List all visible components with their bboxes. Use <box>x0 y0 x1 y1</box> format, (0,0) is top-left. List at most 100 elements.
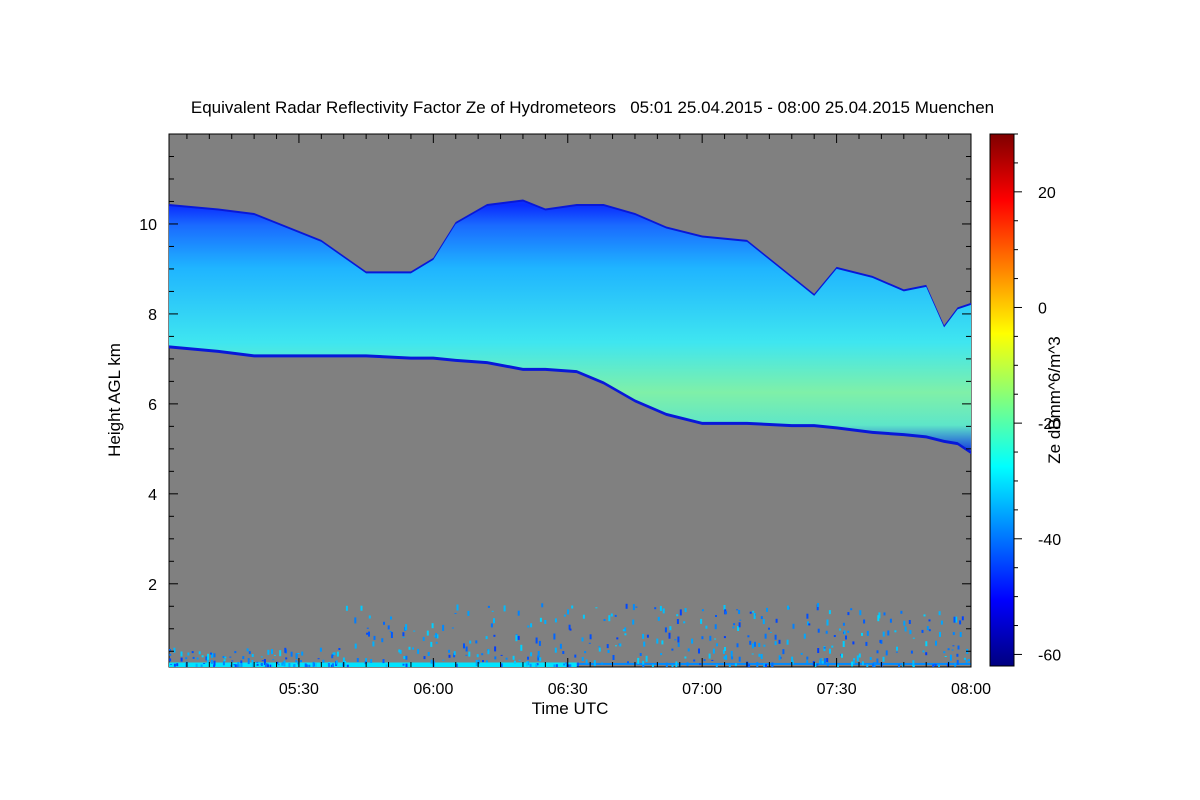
clutter-speckle <box>656 638 659 644</box>
clutter-speckle <box>505 657 508 660</box>
clutter-speckle <box>453 653 456 658</box>
clutter-speckle <box>807 621 809 626</box>
clutter-speckle <box>732 626 735 629</box>
clutter-speckle <box>537 651 540 656</box>
clutter-speckle <box>642 664 645 667</box>
clutter-speckle <box>283 660 286 667</box>
clutter-speckle <box>817 603 820 607</box>
clutter-speckle <box>405 663 408 667</box>
clutter-speckle <box>876 650 879 654</box>
clutter-speckle <box>684 608 687 613</box>
clutter-speckle <box>826 662 829 667</box>
clutter-speckle <box>372 641 375 647</box>
clutter-speckle <box>700 618 703 624</box>
clutter-speckle <box>383 621 385 625</box>
clutter-speckle <box>503 605 506 612</box>
clutter-speckle <box>568 624 571 630</box>
clutter-speckle <box>675 661 678 667</box>
clutter-speckle <box>643 641 646 647</box>
clutter-speckle <box>808 623 811 626</box>
clutter-speckle <box>398 649 401 653</box>
clutter-speckle <box>787 605 789 610</box>
clutter-speckle <box>477 659 480 664</box>
clutter-speckle <box>711 659 714 661</box>
clutter-speckle <box>677 636 680 643</box>
clutter-speckle <box>642 660 645 666</box>
clutter-speckle <box>894 630 897 633</box>
clutter-speckle <box>676 614 679 617</box>
clutter-speckle <box>276 661 279 664</box>
clutter-speckle <box>213 653 216 658</box>
clutter-speckle <box>332 652 335 655</box>
clutter-speckle <box>674 639 677 641</box>
clutter-speckle <box>468 651 471 657</box>
clutter-speckle <box>758 643 761 647</box>
clutter-speckle <box>487 605 490 608</box>
clutter-speckle <box>430 641 433 647</box>
clutter-speckle <box>300 660 302 663</box>
clutter-speckle <box>332 663 334 667</box>
clutter-speckle <box>173 647 176 653</box>
clutter-speckle <box>256 663 259 666</box>
clutter-speckle <box>487 649 490 655</box>
clutter-speckle <box>829 648 831 654</box>
clutter-speckle <box>423 656 426 660</box>
clutter-speckle <box>593 660 596 667</box>
clutter-speckle <box>861 661 864 666</box>
clutter-speckle <box>852 660 855 665</box>
clutter-speckle <box>233 664 236 666</box>
clutter-speckle <box>615 645 617 647</box>
clutter-speckle <box>222 661 225 666</box>
clutter-speckle <box>716 643 718 647</box>
clutter-speckle <box>760 654 763 659</box>
clutter-speckle <box>889 618 892 623</box>
clutter-speckle <box>738 622 741 628</box>
clutter-speckle <box>968 659 970 662</box>
clutter-speckle <box>708 653 711 659</box>
clutter-speckle <box>866 630 869 636</box>
clutter-speckle <box>279 650 282 657</box>
clutter-speckle <box>725 654 728 660</box>
y-tick-label: 6 <box>148 397 157 414</box>
clutter-speckle <box>762 619 765 625</box>
clutter-speckle <box>469 640 472 644</box>
clutter-speckle <box>238 664 241 667</box>
clutter-speckle <box>778 639 781 644</box>
clutter-speckle <box>792 623 795 629</box>
clutter-speckle <box>436 634 439 639</box>
clutter-speckle <box>800 652 803 655</box>
clutter-speckle <box>465 654 468 656</box>
clutter-speckle <box>926 626 929 631</box>
clutter-speckle <box>266 663 269 666</box>
y-tick-label: 2 <box>148 577 157 594</box>
clutter-speckle <box>467 610 470 616</box>
clutter-speckle <box>778 655 781 661</box>
clutter-speckle <box>185 657 188 660</box>
clutter-speckle <box>399 649 402 654</box>
clutter-speckle <box>229 656 232 658</box>
clutter-speckle <box>537 655 540 661</box>
clutter-speckle <box>665 662 668 667</box>
clutter-speckle <box>577 662 579 667</box>
clutter-speckle <box>625 603 628 609</box>
clutter-speckle <box>606 644 609 649</box>
clutter-speckle <box>180 651 183 657</box>
clutter-speckle <box>766 607 768 612</box>
clutter-speckle <box>687 648 690 652</box>
clutter-speckle <box>662 608 665 614</box>
clutter-speckle <box>705 625 708 629</box>
clutter-speckle <box>203 663 206 664</box>
clutter-speckle <box>731 656 734 660</box>
clutter-speckle <box>955 616 958 623</box>
clutter-speckle <box>712 648 715 654</box>
clutter-speckle <box>385 664 388 667</box>
clutter-speckle <box>527 661 530 666</box>
clutter-speckle <box>959 632 962 637</box>
clutter-speckle <box>858 653 861 658</box>
clutter-speckle <box>381 638 384 643</box>
clutter-speckle <box>530 623 533 628</box>
clutter-speckle <box>405 624 408 631</box>
clutter-speckle <box>304 663 307 667</box>
clutter-speckle <box>954 662 957 667</box>
clutter-speckle <box>293 664 296 667</box>
